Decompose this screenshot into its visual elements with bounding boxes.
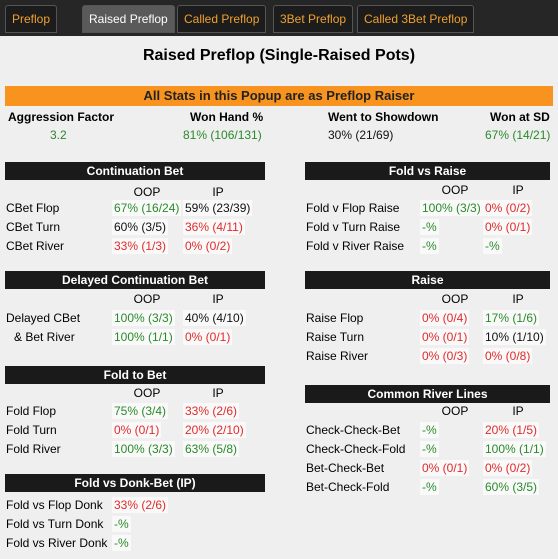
- row-label: Check-Check-Fold: [306, 442, 406, 456]
- section-header: Delayed Continuation Bet: [5, 271, 265, 289]
- row-label: Fold v River Raise: [306, 239, 405, 253]
- summary-label: Went to Showdown: [328, 110, 439, 124]
- stat-value: 17% (1/6): [483, 310, 540, 326]
- stat-value: 0% (0/1): [420, 329, 470, 345]
- stat-value: -%: [112, 535, 131, 551]
- row-label: CBet Flop: [6, 201, 60, 215]
- stat-value: 0% (0/1): [420, 460, 470, 476]
- stat-value: 0% (0/2): [483, 460, 533, 476]
- row-label: Raise River: [306, 349, 369, 363]
- row-label: Fold vs Turn Donk: [6, 517, 104, 531]
- stat-value: 0% (0/2): [483, 200, 533, 216]
- column-header: OOP: [441, 292, 469, 306]
- row-label: Fold Turn: [6, 423, 57, 437]
- section-header: Raise: [305, 271, 550, 289]
- row-label: Bet-Check-Bet: [306, 461, 385, 475]
- summary-value: 81% (106/131): [183, 128, 262, 142]
- stat-value: 40% (4/10): [183, 310, 246, 326]
- stat-value: -%: [420, 441, 439, 457]
- stat-value: 0% (0/2): [183, 238, 233, 254]
- stat-value: 0% (0/8): [483, 348, 533, 364]
- stat-value: 33% (2/6): [183, 403, 240, 419]
- column-header: OOP: [441, 404, 469, 418]
- column-header: IP: [512, 404, 524, 418]
- row-label: Fold vs River Donk: [6, 536, 108, 550]
- stat-value: 63% (5/8): [183, 441, 240, 457]
- row-label: Bet-Check-Fold: [306, 480, 390, 494]
- summary-label: Won at SD: [490, 110, 550, 124]
- tab[interactable]: Called Preflop: [177, 5, 267, 33]
- tab[interactable]: Raised Preflop: [82, 5, 175, 33]
- stat-value: 100% (3/3): [420, 200, 483, 216]
- stat-value: -%: [420, 238, 439, 254]
- stat-value: 20% (2/10): [183, 422, 246, 438]
- column-header: IP: [212, 292, 224, 306]
- column-header: OOP: [133, 185, 161, 199]
- row-label: CBet River: [6, 239, 65, 253]
- stat-value: 33% (1/3): [112, 238, 169, 254]
- stat-value: 0% (0/3): [420, 348, 470, 364]
- section-header: Fold vs Raise: [305, 162, 550, 180]
- summary-label: Aggression Factor: [8, 110, 115, 124]
- column-header: IP: [512, 183, 524, 197]
- section-header: Common River Lines: [305, 385, 550, 403]
- row-label: CBet Turn: [6, 220, 61, 234]
- column-header: IP: [212, 386, 224, 400]
- stat-value: 60% (3/5): [112, 219, 169, 235]
- summary-value: 67% (14/21): [485, 128, 551, 142]
- tab[interactable]: Preflop: [5, 5, 58, 33]
- stat-value: 100% (1/1): [483, 441, 546, 457]
- stat-value: 33% (2/6): [112, 497, 169, 513]
- summary-value: 30% (21/69): [328, 128, 394, 142]
- row-label: Fold River: [6, 442, 61, 456]
- tab[interactable]: 3Bet Preflop: [273, 5, 354, 33]
- row-label: & Bet River: [14, 330, 75, 344]
- summary-label: Won Hand %: [190, 110, 264, 124]
- column-header: IP: [212, 185, 224, 199]
- row-label: Check-Check-Bet: [306, 423, 401, 437]
- tab[interactable]: Called 3Bet Preflop: [357, 5, 475, 33]
- row-label: Fold vs Flop Donk: [6, 498, 103, 512]
- section-header: Continuation Bet: [5, 162, 265, 180]
- stat-value: 0% (0/1): [483, 219, 533, 235]
- column-header: OOP: [441, 183, 469, 197]
- stat-value: 67% (16/24): [112, 200, 182, 216]
- stat-value: 0% (0/4): [420, 310, 470, 326]
- summary-value: 3.2: [50, 128, 67, 142]
- stat-value: -%: [483, 238, 502, 254]
- stat-value: 0% (0/1): [183, 329, 233, 345]
- stat-value: 10% (1/10): [483, 329, 546, 345]
- stat-value: 100% (3/3): [112, 441, 175, 457]
- column-header: OOP: [133, 386, 161, 400]
- stat-value: 59% (23/39): [183, 200, 253, 216]
- stat-value: 20% (1/5): [483, 422, 540, 438]
- stat-value: 100% (3/3): [112, 310, 175, 326]
- popup-title: Raised Preflop (Single-Raised Pots): [142, 47, 416, 64]
- section-header: Fold to Bet: [5, 366, 265, 384]
- stat-value: 36% (4/11): [183, 219, 245, 235]
- stat-value: 100% (1/1): [112, 329, 175, 345]
- column-header: OOP: [133, 292, 161, 306]
- row-label: Fold v Turn Raise: [306, 220, 401, 234]
- stat-value: 60% (3/5): [483, 479, 540, 495]
- row-label: Raise Flop: [306, 311, 364, 325]
- row-label: Fold v Flop Raise: [306, 201, 400, 215]
- column-header: IP: [512, 292, 524, 306]
- stat-value: -%: [112, 516, 131, 532]
- stat-value: -%: [420, 479, 439, 495]
- stat-value: 0% (0/1): [112, 422, 162, 438]
- row-label: Delayed CBet: [6, 311, 81, 325]
- stat-value: -%: [420, 219, 439, 235]
- section-header: Fold vs Donk-Bet (IP): [5, 474, 265, 492]
- row-label: Fold Flop: [6, 404, 57, 418]
- stat-value: -%: [420, 422, 439, 438]
- row-label: Raise Turn: [306, 330, 365, 344]
- stat-value: 75% (3/4): [112, 403, 169, 419]
- banner: All Stats in this Popup are as Preflop R…: [5, 86, 553, 106]
